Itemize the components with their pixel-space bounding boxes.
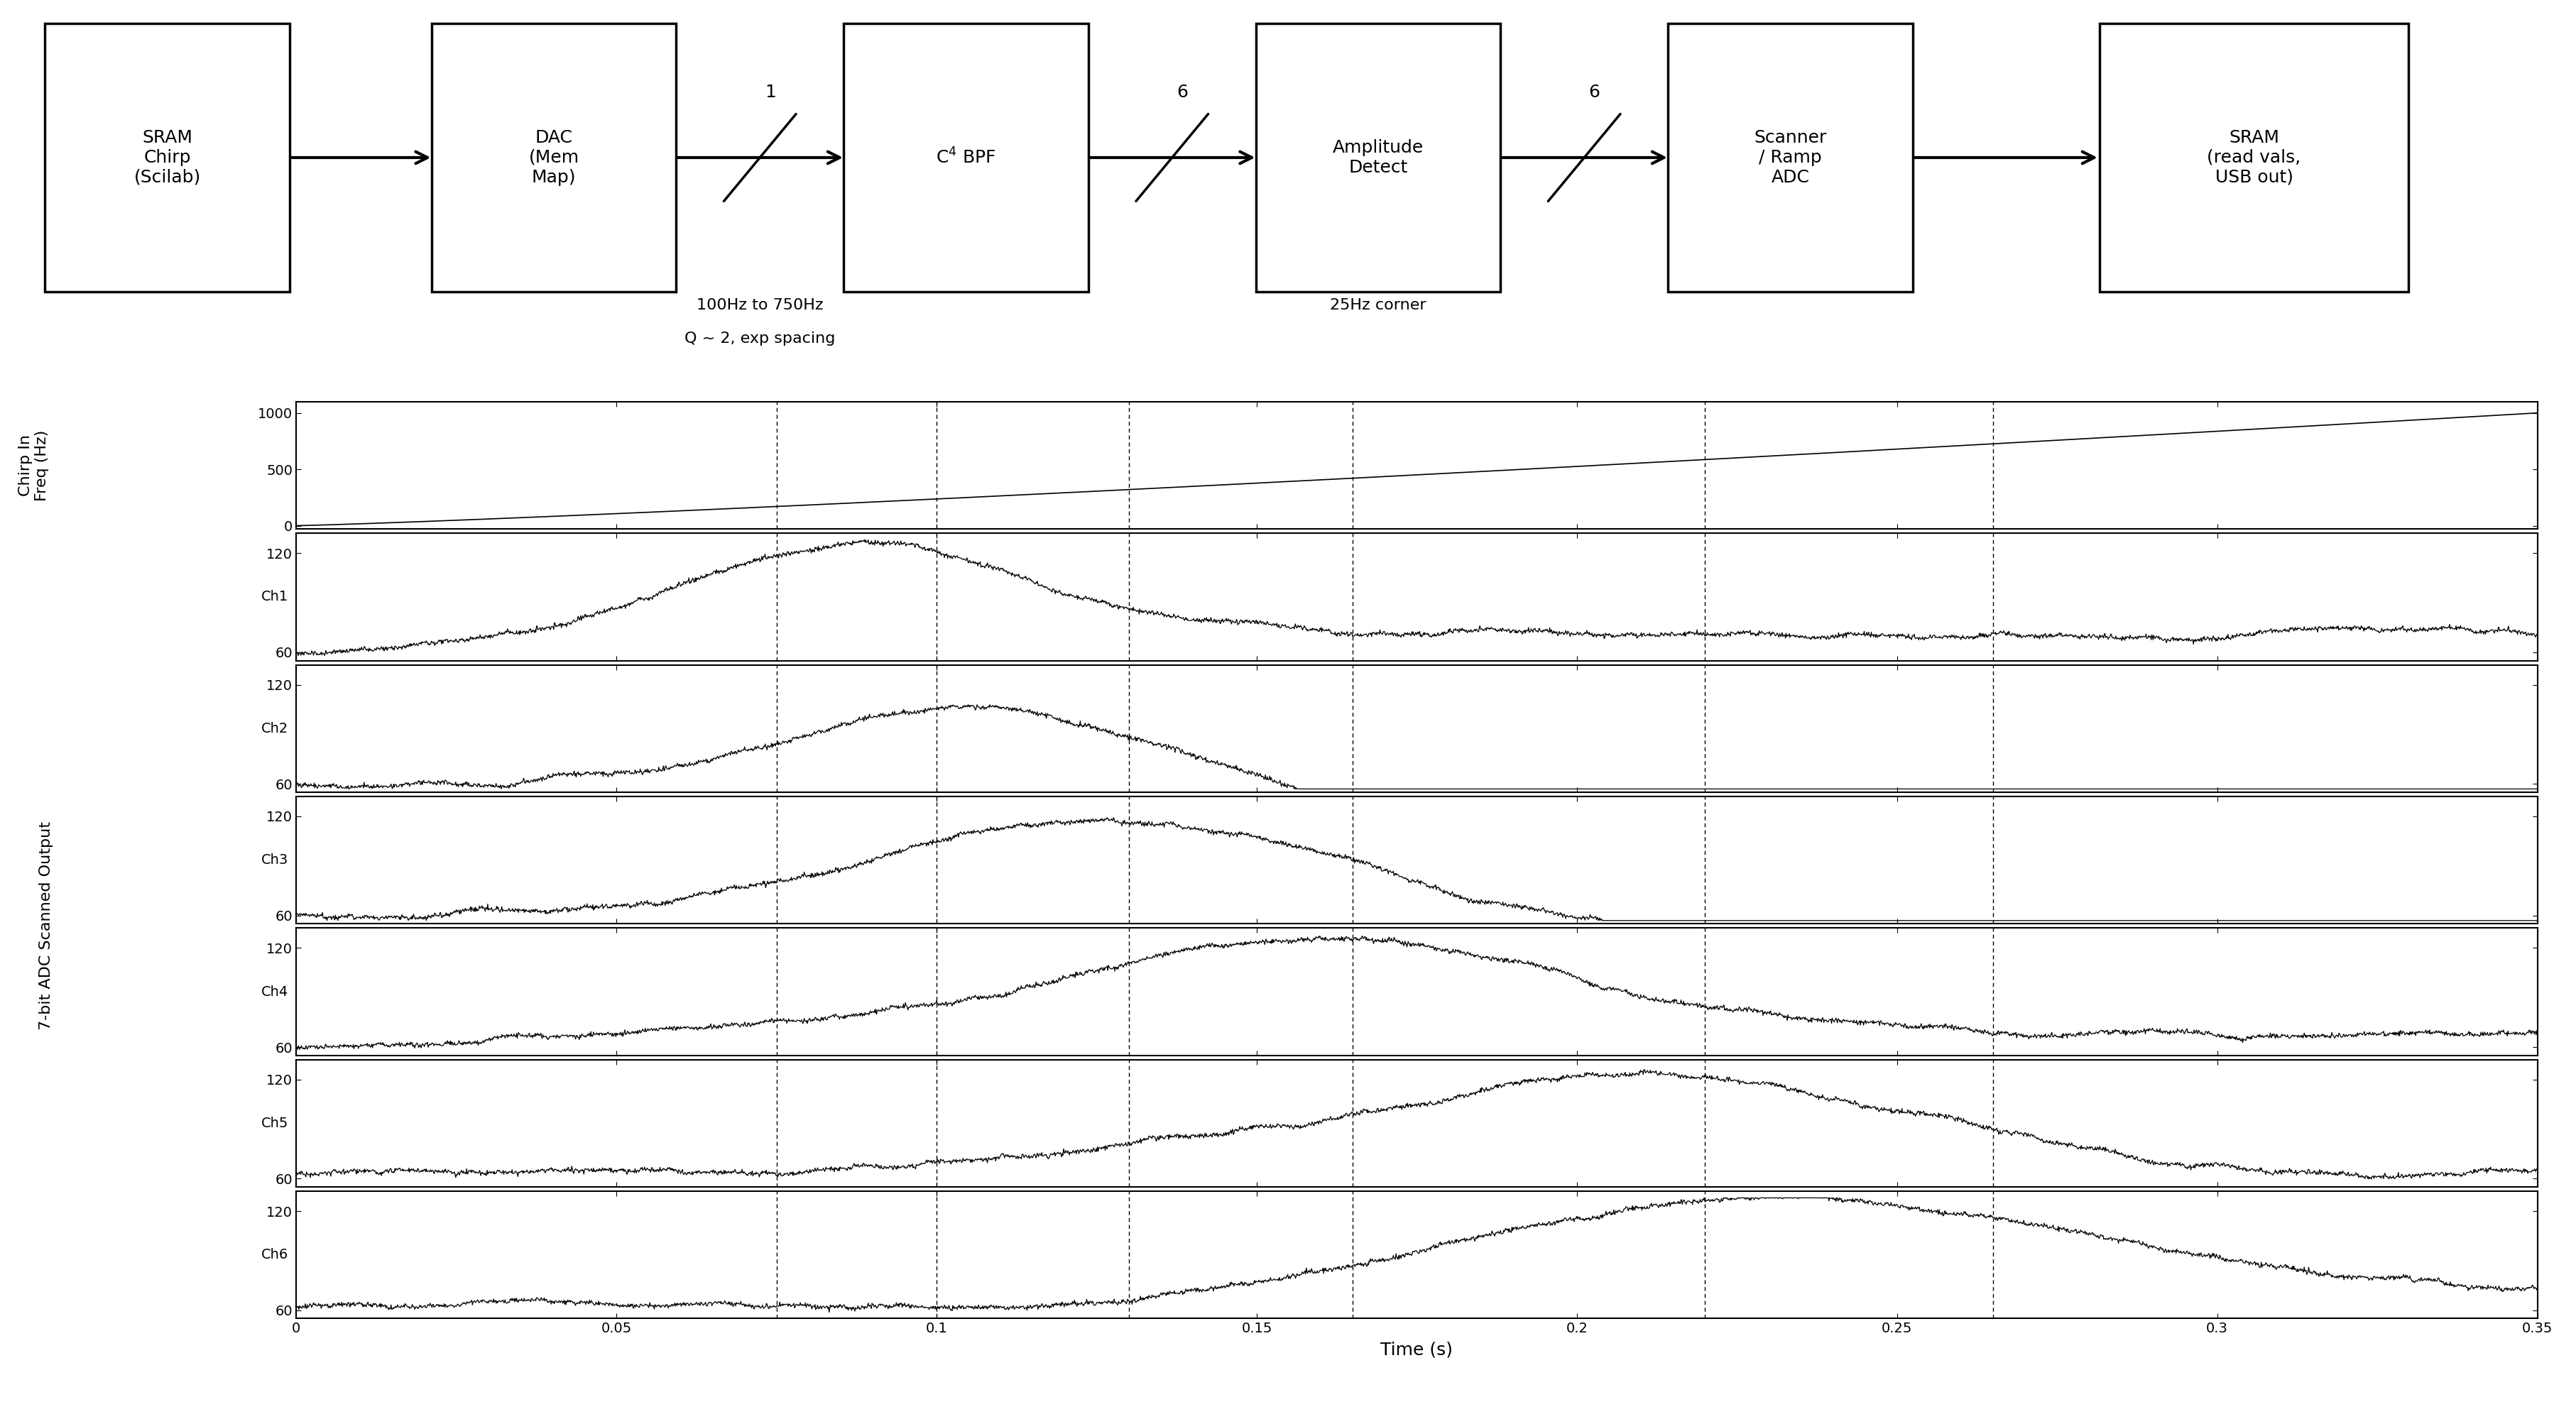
Text: SRAM
(read vals,
USB out): SRAM (read vals, USB out) — [2208, 129, 2300, 186]
Text: 6: 6 — [1589, 84, 1600, 101]
Bar — [1669, 24, 1911, 292]
Text: 1: 1 — [765, 84, 775, 101]
Text: 7-bit ADC Scanned Output: 7-bit ADC Scanned Output — [39, 822, 54, 1030]
Text: Ch3: Ch3 — [260, 854, 289, 866]
Text: Q ~ 2, exp spacing: Q ~ 2, exp spacing — [685, 331, 835, 346]
Text: Amplitude
Detect: Amplitude Detect — [1332, 139, 1425, 177]
Text: Ch2: Ch2 — [260, 722, 289, 735]
Text: Ch5: Ch5 — [260, 1116, 289, 1130]
Text: Ch4: Ch4 — [260, 986, 289, 998]
Text: DAC
(Mem
Map): DAC (Mem Map) — [528, 129, 580, 186]
Bar — [430, 24, 675, 292]
Bar — [1257, 24, 1499, 292]
Bar — [46, 24, 291, 292]
Text: Scanner
/ Ramp
ADC: Scanner / Ramp ADC — [1754, 129, 1826, 186]
X-axis label: Time (s): Time (s) — [1381, 1342, 1453, 1359]
Text: Chirp In
Freq (Hz): Chirp In Freq (Hz) — [18, 430, 49, 501]
Text: C$^4$ BPF: C$^4$ BPF — [935, 149, 997, 167]
Text: Ch1: Ch1 — [260, 590, 289, 604]
Text: 100Hz to 750Hz: 100Hz to 750Hz — [696, 299, 824, 313]
Text: 6: 6 — [1177, 84, 1188, 101]
Bar — [2099, 24, 2409, 292]
Bar — [845, 24, 1087, 292]
Text: 25Hz corner: 25Hz corner — [1329, 299, 1427, 313]
Text: SRAM
Chirp
(Scilab): SRAM Chirp (Scilab) — [134, 129, 201, 186]
Text: Ch6: Ch6 — [260, 1248, 289, 1262]
